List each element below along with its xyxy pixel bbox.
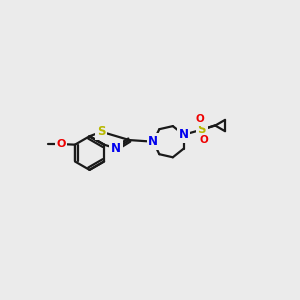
Text: S: S <box>197 123 206 136</box>
Text: N: N <box>148 135 158 148</box>
Text: N: N <box>179 128 189 141</box>
Text: N: N <box>111 142 121 155</box>
Text: O: O <box>200 135 208 145</box>
Text: O: O <box>195 114 204 124</box>
Text: O: O <box>56 139 66 149</box>
Text: S: S <box>97 125 106 138</box>
